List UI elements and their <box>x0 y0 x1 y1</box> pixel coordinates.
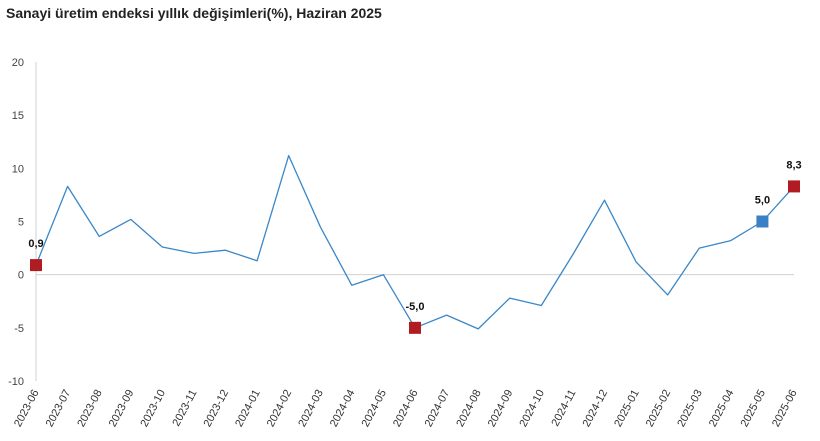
x-tick-label: 2024-06 <box>391 388 421 429</box>
data-label: 5,0 <box>755 195 770 207</box>
x-tick-label: 2023-07 <box>44 388 74 429</box>
x-tick-label: 2023-11 <box>170 388 199 429</box>
x-tick-label: 2023-08 <box>75 388 105 429</box>
y-tick-label: 0 <box>18 270 24 282</box>
x-tick-label: 2024-10 <box>517 388 547 429</box>
data-label: 0,9 <box>28 238 43 250</box>
data-point-marker <box>756 215 769 228</box>
x-tick-label: 2024-05 <box>360 388 390 429</box>
x-tick-label: 2025-04 <box>707 388 737 429</box>
data-label: 8,3 <box>786 159 801 171</box>
x-tick-label: 2025-06 <box>770 388 800 429</box>
x-tick-label: 2024-03 <box>296 388 326 429</box>
x-tick-label: 2025-01 <box>612 388 642 429</box>
data-label: -5,0 <box>406 301 425 313</box>
y-tick-label: 5 <box>18 217 24 229</box>
x-tick-label: 2024-02 <box>265 388 295 429</box>
y-tick-label: -5 <box>14 323 24 335</box>
x-tick-label: 2024-08 <box>454 388 484 429</box>
data-point-marker <box>30 259 42 272</box>
x-tick-label: 2023-12 <box>202 388 232 429</box>
x-tick-label: 2024-04 <box>328 388 358 429</box>
y-tick-label: 10 <box>12 163 24 175</box>
x-tick-label: 2024-09 <box>486 388 516 429</box>
x-tick-label: 2025-02 <box>644 388 674 429</box>
x-tick-label: 2025-03 <box>675 388 705 429</box>
x-tick-label: 2023-09 <box>107 388 137 429</box>
data-point-marker <box>409 321 421 334</box>
y-tick-label: 20 <box>12 57 24 69</box>
x-tick-label: 2023-06 <box>12 388 42 429</box>
x-tick-label: 2025-05 <box>739 388 769 429</box>
x-tick-label: 2024-07 <box>423 388 453 429</box>
y-tick-label: -10 <box>8 376 24 388</box>
chart-title: Sanayi üretim endeksi yıllık değişimleri… <box>6 5 382 21</box>
x-tick-label: 2023-10 <box>138 388 168 429</box>
y-tick-label: 15 <box>12 110 24 122</box>
data-point-marker <box>788 180 800 193</box>
x-tick-label: 2024-12 <box>581 388 611 429</box>
x-tick-label: 2024-01 <box>233 388 263 429</box>
x-tick-label: 2024-11 <box>549 388 578 429</box>
